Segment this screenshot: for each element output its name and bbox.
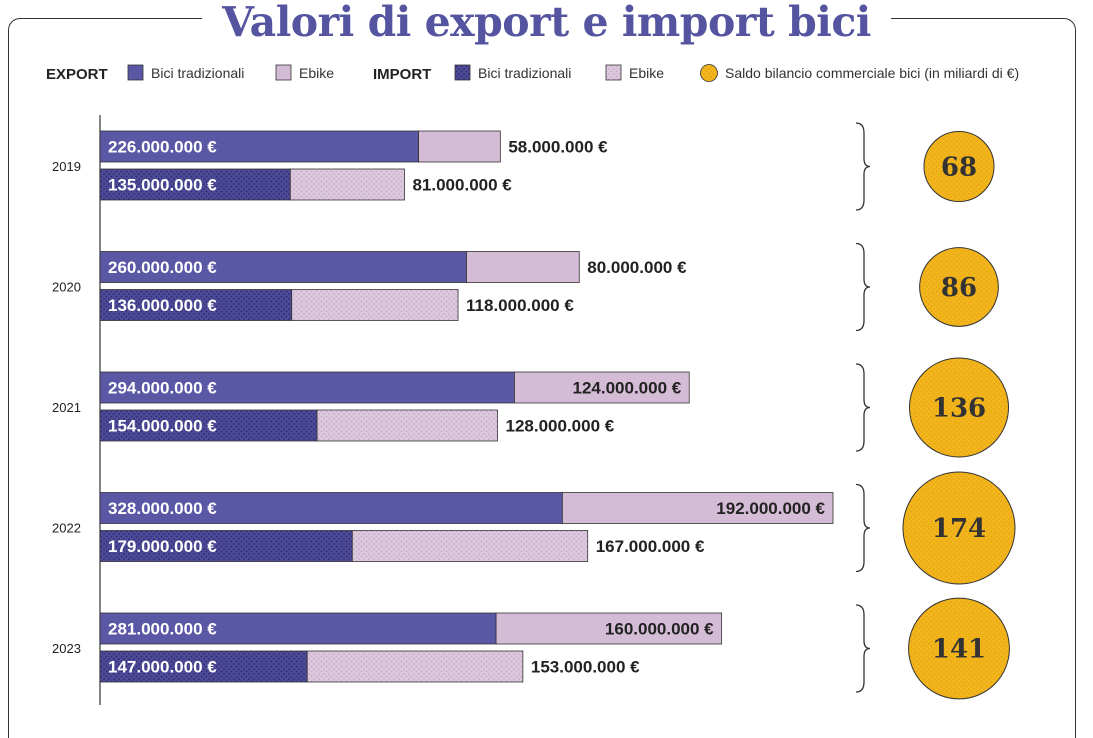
import-ebike-bar — [291, 289, 459, 321]
export-traditional-value-label: 226.000.000 € — [108, 138, 217, 157]
export-ebike-value-label: 58.000.000 € — [508, 138, 608, 157]
balance-value-2022: 174 — [932, 514, 986, 544]
import-traditional-bar — [99, 409, 318, 442]
chart-title: Valori di export e import bici — [0, 0, 1093, 46]
year-group-2022: 2022 328.000.000 € 192.000.000 € 179.000.00… — [52, 483, 871, 573]
legend: EXPORT Bici tradizionali Ebike IMPORT Bi… — [46, 64, 1019, 83]
legend-import-traditional-swatch — [454, 64, 471, 81]
legend-import-ebike-label: Ebike — [629, 65, 664, 81]
legend-balance-swatch — [700, 64, 718, 82]
export-traditional-bar — [99, 612, 497, 645]
chart-title-text: Valori di export e import bici — [202, 0, 891, 46]
chart-canvas: EXPORT Bici tradizionali Ebike IMPORT Bi… — [46, 64, 1019, 705]
year-group-2020: 2020 260.000.000 € 80.000.000 € 136.000.000… — [52, 242, 871, 332]
export-ebike-bar — [466, 251, 580, 283]
import-ebike-bar — [316, 409, 498, 442]
export-traditional-value-label: 281.000.000 € — [108, 620, 217, 639]
year-group-2021: 2021 294.000.000 € 124.000.000 € 154.000.00… — [52, 363, 871, 452]
import-ebike-value-label: 81.000.000 € — [412, 176, 512, 195]
legend-export-heading: EXPORT — [46, 66, 108, 83]
export-traditional-bar — [99, 130, 419, 163]
legend-import-heading: IMPORT — [373, 66, 431, 83]
group-brace — [855, 604, 871, 693]
group-brace — [855, 363, 871, 452]
export-ebike-value-label: 124.000.000 € — [573, 379, 682, 398]
export-ebike-bar — [418, 130, 501, 163]
group-brace — [855, 483, 871, 573]
balance-value-2019: 68 — [941, 153, 977, 183]
export-ebike-bar — [495, 612, 723, 645]
year-label: 2023 — [52, 641, 81, 656]
legend-import-ebike-swatch — [605, 64, 622, 81]
import-ebike-value-label: 118.000.000 € — [466, 296, 574, 315]
year-group-2023: 2023 281.000.000 € 160.000.000 € 147.000.00… — [52, 604, 871, 693]
export-ebike-bar — [514, 371, 690, 404]
export-traditional-bar — [99, 492, 563, 524]
import-traditional-value-label: 147.000.000 € — [108, 658, 217, 677]
year-label: 2019 — [52, 159, 81, 174]
export-traditional-value-label: 294.000.000 € — [108, 379, 217, 398]
year-label: 2021 — [52, 400, 81, 415]
group-brace — [855, 242, 871, 332]
balance-bubble-2019 — [923, 130, 995, 203]
balance-bubble-2021 — [908, 357, 1010, 458]
balance-bubble-2020 — [919, 247, 999, 327]
export-ebike-value-label: 80.000.000 € — [587, 258, 687, 277]
legend-export-traditional-label: Bici tradizionali — [151, 65, 244, 81]
export-ebike-bar — [561, 492, 834, 524]
legend-import-traditional-label: Bici tradizionali — [478, 65, 571, 81]
import-traditional-bar — [99, 650, 308, 683]
legend-export-ebike-swatch — [275, 64, 292, 81]
legend-balance-label: Saldo bilancio commerciale bici (in mili… — [725, 65, 1019, 81]
import-ebike-bar — [306, 650, 524, 683]
export-traditional-value-label: 260.000.000 € — [108, 258, 217, 277]
import-ebike-value-label: 153.000.000 € — [531, 658, 640, 677]
import-traditional-bar — [99, 168, 291, 201]
import-traditional-value-label: 135.000.000 € — [108, 176, 217, 195]
import-traditional-value-label: 179.000.000 € — [108, 537, 217, 556]
import-ebike-bar — [289, 168, 405, 201]
bubbles-layer: 68 86 136 174 141 — [902, 130, 1016, 700]
bars-layer: 2019 226.000.000 € 58.000.000 € 135.000.000… — [52, 122, 871, 693]
balance-value-2020: 86 — [941, 273, 977, 303]
balance-value-2021: 136 — [932, 394, 986, 424]
import-traditional-value-label: 136.000.000 € — [108, 296, 217, 315]
group-brace — [855, 122, 871, 211]
import-traditional-value-label: 154.000.000 € — [108, 417, 217, 436]
legend-export-ebike-label: Ebike — [299, 65, 334, 81]
balance-value-2023: 141 — [932, 635, 986, 665]
import-ebike-value-label: 128.000.000 € — [506, 417, 615, 436]
export-ebike-value-label: 160.000.000 € — [605, 620, 714, 639]
export-traditional-value-label: 328.000.000 € — [108, 499, 217, 518]
export-ebike-value-label: 192.000.000 € — [716, 499, 825, 518]
balance-bubble-2023 — [908, 597, 1010, 700]
balance-bubble-2022 — [902, 471, 1016, 585]
year-label: 2022 — [52, 521, 81, 536]
import-ebike-value-label: 167.000.000 € — [596, 537, 705, 556]
legend-export-traditional-swatch — [127, 64, 144, 81]
import-ebike-bar — [351, 530, 589, 562]
year-group-2019: 2019 226.000.000 € 58.000.000 € 135.000.000… — [52, 122, 871, 211]
year-label: 2020 — [52, 280, 81, 295]
